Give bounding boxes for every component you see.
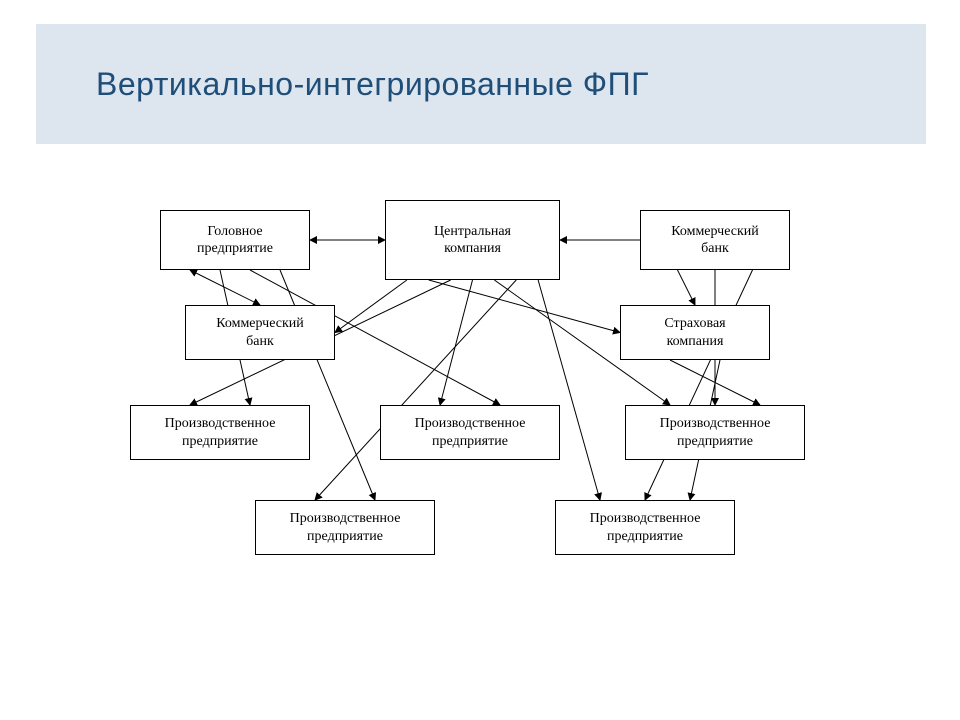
edge-com_bank_r-insurance — [678, 270, 696, 305]
title-band: Вертикально-интегрированные ФПГ — [36, 24, 926, 144]
edge-central-prod4 — [315, 280, 516, 500]
edge-central-insurance — [429, 280, 620, 333]
node-prod2: Производственное предприятие — [380, 405, 560, 460]
edge-head_ent-com_bank_l — [190, 270, 260, 305]
node-prod3: Производственное предприятие — [625, 405, 805, 460]
edge-central-com_bank_l — [335, 280, 407, 333]
edge-insurance-prod3 — [670, 360, 760, 405]
edge-central-prod2 — [440, 280, 473, 405]
edge-central-prod5 — [538, 280, 600, 500]
node-head_ent: Головное предприятие — [160, 210, 310, 270]
node-insurance: Страховая компания — [620, 305, 770, 360]
node-com_bank_l: Коммерческий банк — [185, 305, 335, 360]
node-com_bank_r: Коммерческий банк — [640, 210, 790, 270]
title-text: Вертикально-интегрированные ФПГ — [96, 66, 649, 103]
node-prod1: Производственное предприятие — [130, 405, 310, 460]
node-central: Центральная компания — [385, 200, 560, 280]
node-prod5: Производственное предприятие — [555, 500, 735, 555]
node-prod4: Производственное предприятие — [255, 500, 435, 555]
